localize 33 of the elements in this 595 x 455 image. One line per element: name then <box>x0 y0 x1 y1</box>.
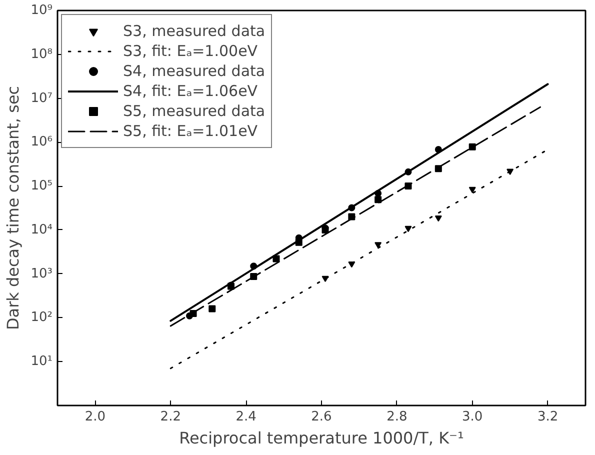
y-tick-label: 10³ <box>30 266 53 282</box>
point <box>404 226 412 232</box>
point <box>272 255 280 262</box>
x-tick-label: 2.0 <box>84 410 106 424</box>
legend-label: S4, measured data <box>123 62 266 80</box>
point <box>434 215 442 222</box>
legend-label: S4, fit: Eₐ=1.06eV <box>123 82 258 100</box>
x-tick-label: 3.2 <box>537 410 558 424</box>
point <box>374 196 382 204</box>
x-tick-label: 2.6 <box>311 410 332 424</box>
legend-label: S3, measured data <box>123 22 266 40</box>
y-tick-label: 10⁹ <box>30 3 53 18</box>
point <box>374 242 382 248</box>
x-tick-label: 3.0 <box>462 410 483 424</box>
point <box>468 186 476 194</box>
x-tick-label: 2.4 <box>236 410 256 424</box>
x-tick-label: 2.8 <box>386 410 408 424</box>
y-tick-label: 10⁶ <box>30 134 53 150</box>
y-tick-label: 10⁷ <box>30 90 53 106</box>
legend-label: S5, measured data <box>123 102 266 120</box>
y-tick-label: 10⁵ <box>30 178 53 194</box>
x-tick-label: 2.2 <box>160 410 181 424</box>
legend-label: S5, fit: Eₐ=1.01eV <box>123 122 258 140</box>
y-axis-title: Dark decay time constant, sec <box>4 86 23 330</box>
y-tick-label: 10⁸ <box>30 46 53 62</box>
legend-label: S3, fit: Eₐ=1.00eV <box>123 42 258 60</box>
y-tick-label: 10² <box>30 310 53 326</box>
point <box>295 238 302 246</box>
x-axis-title: Reciprocal temperature 1000/T, K⁻¹ <box>179 428 464 448</box>
y-tick-label: 10¹ <box>30 354 53 370</box>
y-tick-label: 10⁴ <box>30 222 53 238</box>
point <box>468 143 476 150</box>
point <box>208 305 216 312</box>
